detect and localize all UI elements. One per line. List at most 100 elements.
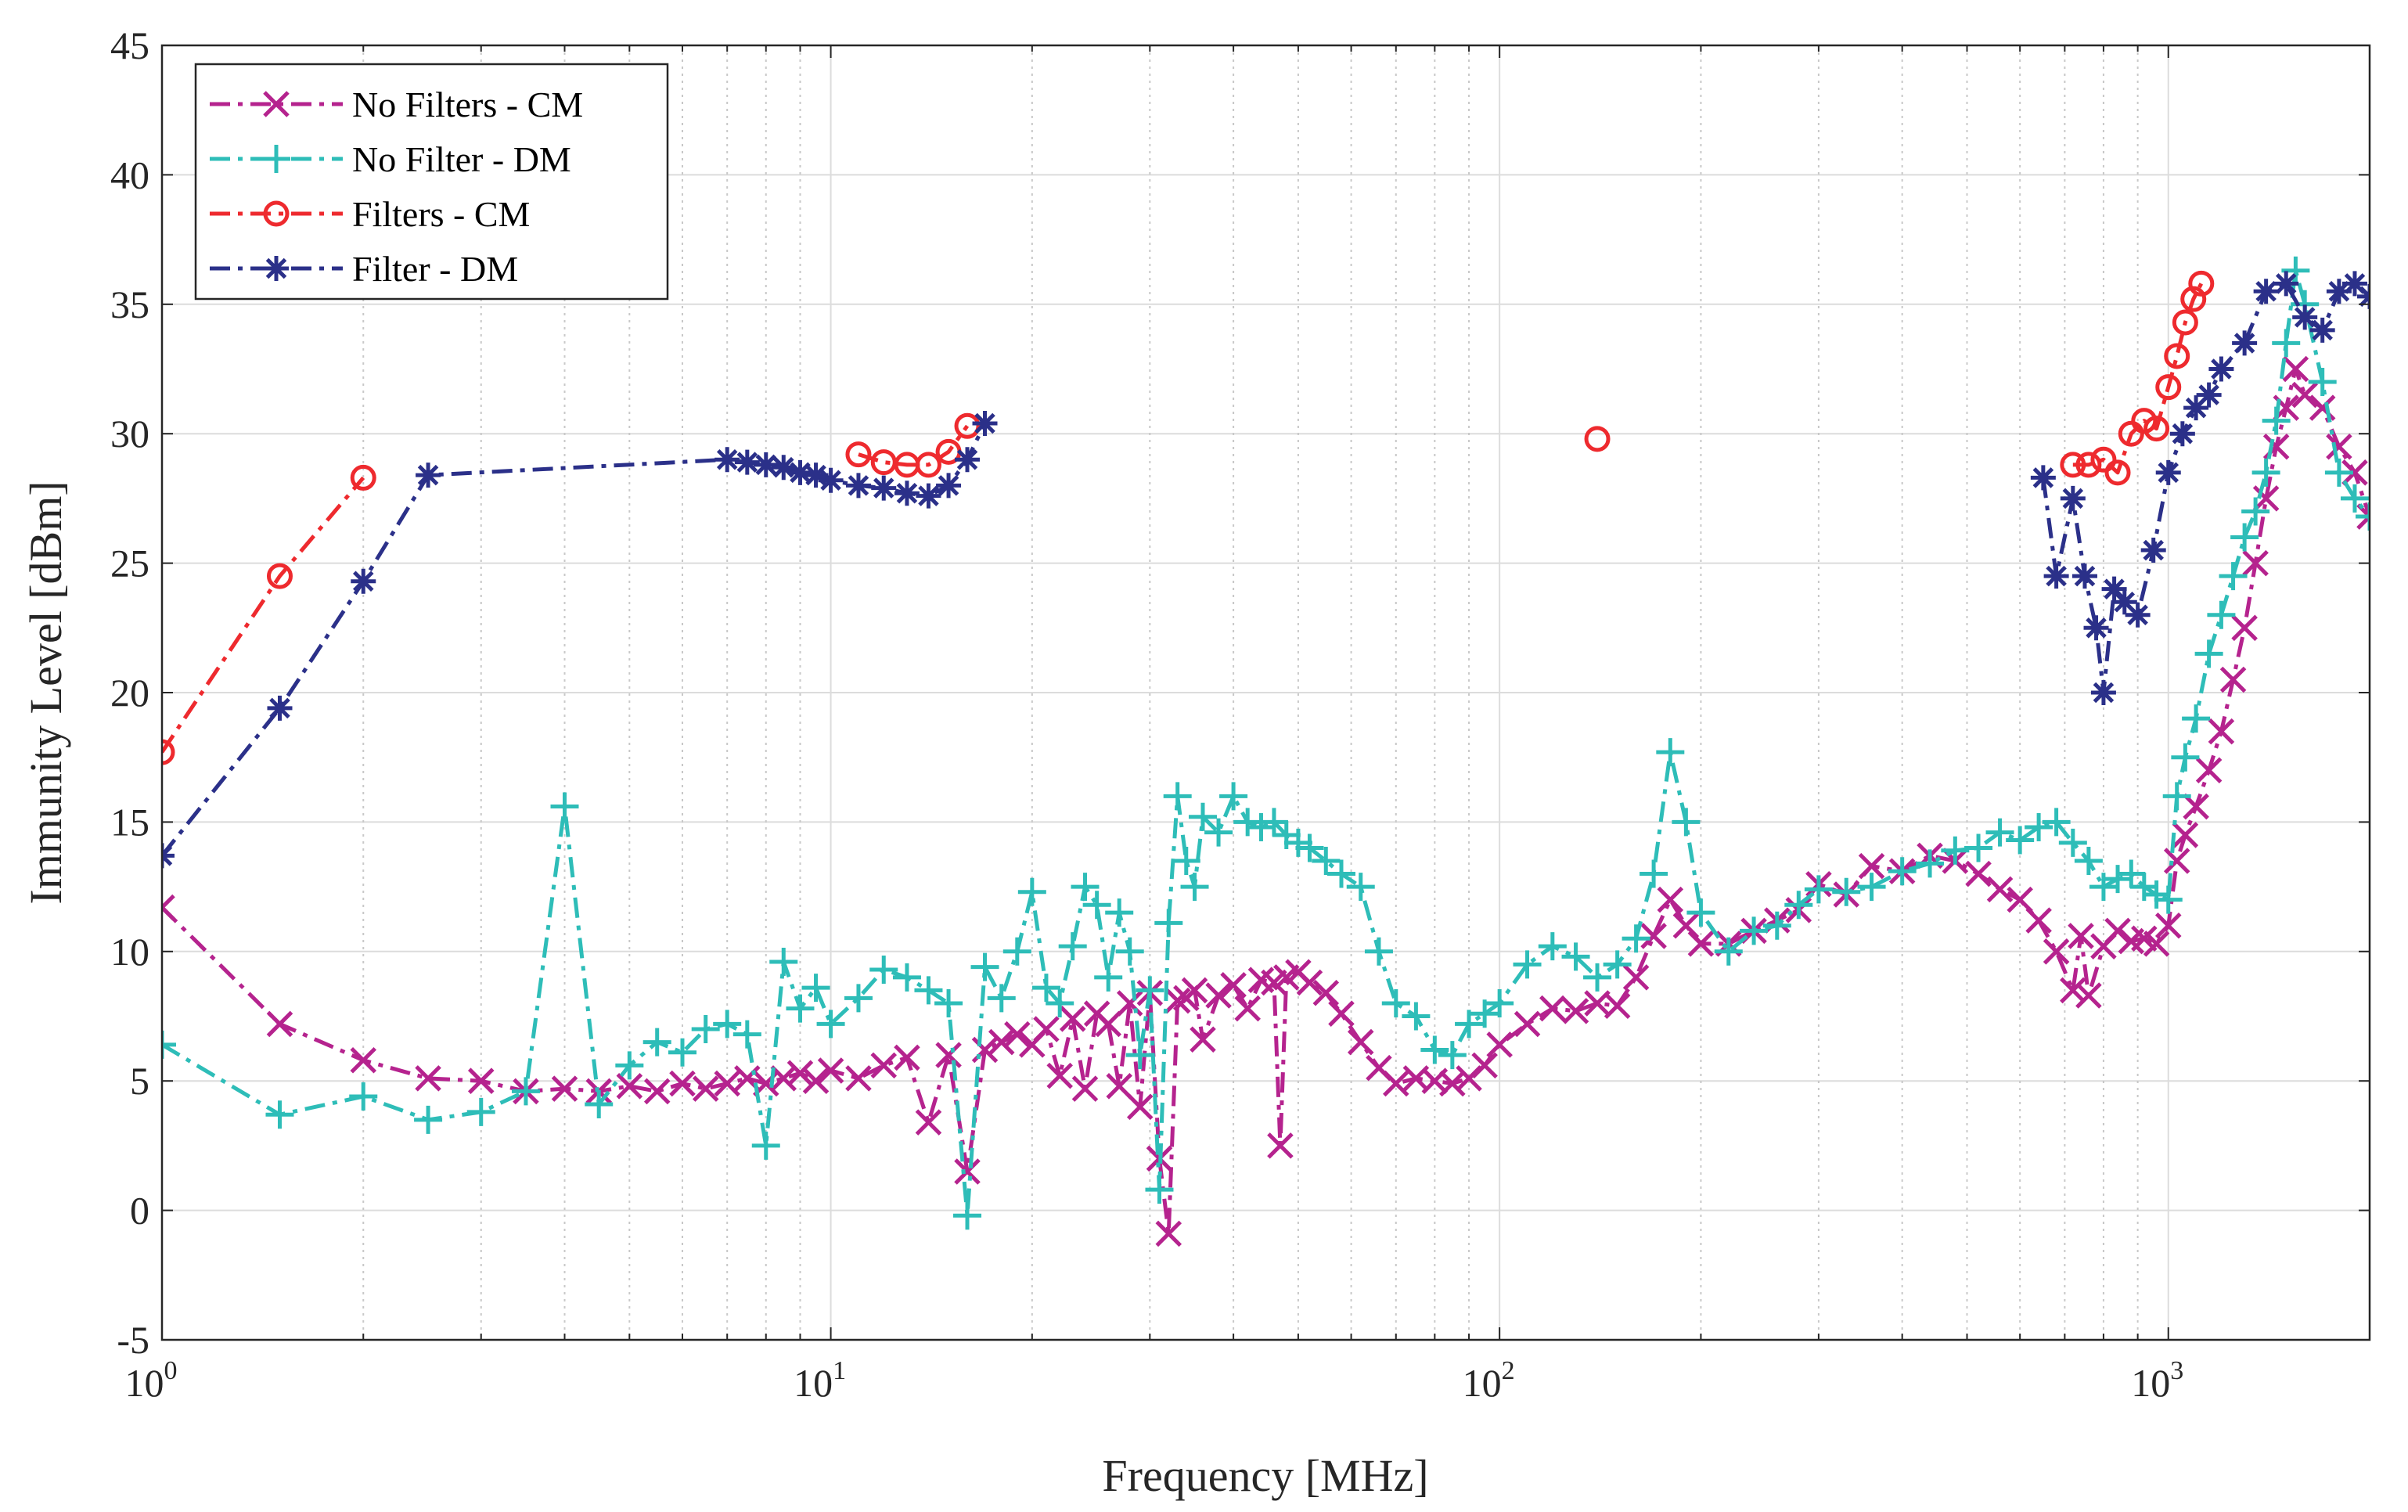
y-tick-label: 30	[110, 412, 149, 455]
data-point	[1234, 995, 1261, 1022]
data-point	[1470, 999, 1499, 1028]
data-point	[2242, 549, 2269, 577]
x-tick-label: 100	[125, 1356, 178, 1405]
data-point	[714, 447, 740, 473]
data-point	[266, 563, 293, 589]
data-point	[2262, 406, 2291, 435]
data-point	[2104, 865, 2133, 894]
data-point	[1033, 1016, 1060, 1042]
data-point	[954, 1158, 981, 1185]
series-4	[162, 271, 2370, 869]
legend-label: Filters - CM	[352, 194, 530, 234]
data-point	[2188, 270, 2215, 297]
data-point	[802, 1067, 830, 1094]
data-point	[1219, 782, 1248, 811]
data-point	[1115, 937, 1144, 966]
data-point	[349, 1082, 378, 1111]
data-point	[1017, 877, 1046, 906]
data-point	[2340, 484, 2369, 513]
data-point	[2182, 704, 2211, 733]
ticks	[161, 45, 2370, 1341]
data-point	[1295, 833, 1324, 862]
data-point	[1163, 782, 1192, 811]
data-point	[1640, 859, 1668, 888]
data-point	[1604, 992, 1631, 1020]
data-point	[2025, 813, 2053, 842]
data-point	[1205, 982, 1232, 1009]
data-point	[1190, 1026, 1216, 1053]
data-point	[414, 1105, 443, 1134]
series-line	[162, 476, 365, 754]
data-point	[894, 481, 920, 506]
data-point	[2253, 279, 2279, 304]
data-point	[2142, 880, 2171, 909]
data-point	[2043, 563, 2069, 589]
data-point	[511, 1077, 540, 1106]
data-point	[351, 568, 376, 594]
data-point	[1941, 836, 1970, 865]
data-point	[550, 792, 579, 821]
data-point	[2172, 309, 2198, 336]
data-point	[1857, 873, 1886, 902]
data-point	[955, 447, 981, 473]
data-point	[2207, 600, 2236, 629]
data-point	[1136, 976, 1164, 1005]
legend-entry: Filters - CM	[210, 194, 530, 234]
data-point	[2231, 614, 2258, 642]
legend-marker	[263, 200, 290, 227]
data-point	[1220, 972, 1247, 999]
data-point	[267, 695, 293, 721]
data-point	[2219, 562, 2248, 591]
data-point	[1164, 987, 1191, 1014]
data-point	[816, 1010, 845, 1039]
data-point	[1346, 873, 1375, 902]
data-point	[988, 1028, 1015, 1056]
data-point	[1804, 875, 1833, 904]
data-point	[1420, 1035, 1449, 1064]
data-point	[551, 1075, 578, 1102]
data-point	[2058, 828, 2087, 857]
data-point	[817, 1057, 844, 1084]
data-point	[2090, 446, 2117, 473]
data-point	[2155, 374, 2182, 401]
data-point	[2252, 485, 2280, 512]
data-point	[1539, 995, 1566, 1022]
data-point	[2006, 826, 2035, 855]
data-point	[1562, 998, 1589, 1024]
data-point	[954, 412, 981, 439]
data-point	[1986, 876, 2014, 903]
data-point	[915, 452, 941, 478]
data-point	[1082, 891, 1111, 920]
data-point	[1126, 1093, 1154, 1121]
data-point	[1172, 847, 1200, 876]
data-point	[2164, 343, 2190, 369]
data-point	[2183, 395, 2209, 421]
x-tick-label: 103	[2131, 1356, 2183, 1405]
data-point	[786, 1060, 814, 1087]
y-tick-label: 10	[110, 930, 149, 974]
data-point	[2111, 589, 2137, 615]
data-point	[1267, 1132, 1294, 1159]
data-point	[1347, 1028, 1374, 1056]
data-point	[2281, 256, 2310, 285]
data-point	[2118, 420, 2144, 447]
y-tick-label: 20	[110, 671, 149, 715]
data-point	[2060, 485, 2086, 511]
data-point	[162, 739, 175, 765]
data-point	[2196, 382, 2222, 408]
data-point	[1584, 426, 1611, 452]
data-point	[265, 1100, 294, 1129]
data-point	[934, 988, 963, 1017]
data-point	[786, 994, 815, 1023]
data-point	[1622, 924, 1650, 953]
data-point	[753, 452, 779, 477]
data-point	[2291, 381, 2318, 409]
data-point	[2282, 355, 2309, 383]
data-point	[691, 1015, 720, 1044]
data-point	[2251, 458, 2280, 487]
data-point	[1561, 942, 1590, 971]
data-point	[1004, 1021, 1031, 1048]
x-tick-label: 101	[794, 1356, 846, 1405]
data-point	[1188, 802, 1217, 831]
